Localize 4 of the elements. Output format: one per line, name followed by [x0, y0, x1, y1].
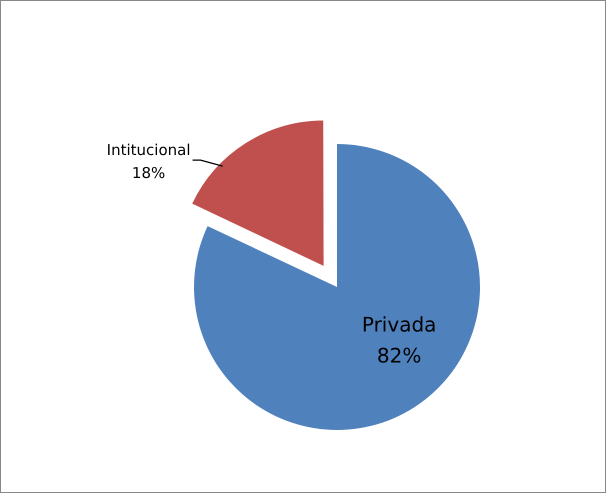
slice-label: Privada [362, 312, 436, 337]
data-label: 82% [376, 344, 422, 368]
data-label: 18% [132, 164, 166, 182]
slice-label: Intitucional [106, 141, 190, 160]
